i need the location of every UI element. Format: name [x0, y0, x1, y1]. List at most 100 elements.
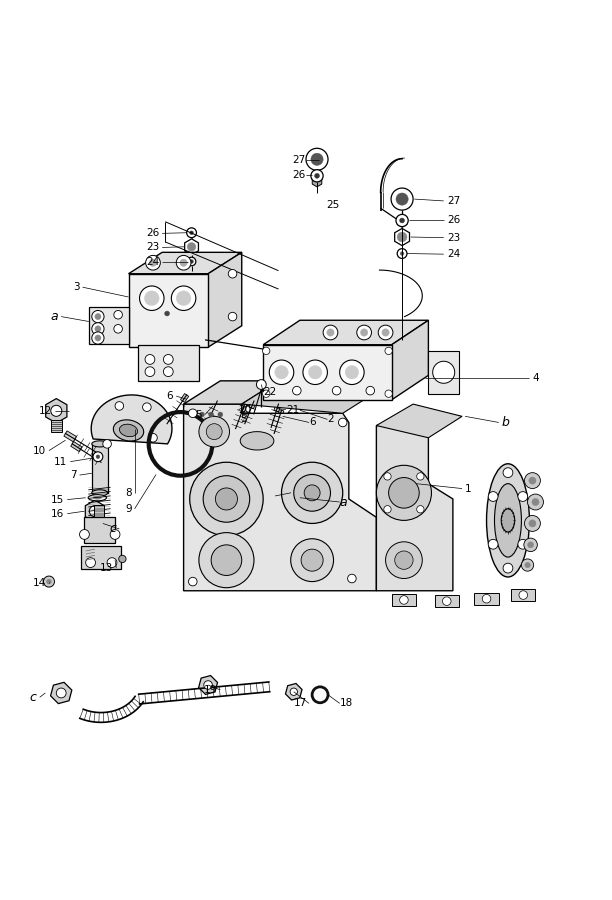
- Circle shape: [397, 248, 407, 258]
- Bar: [129, 274, 208, 347]
- Circle shape: [92, 323, 104, 335]
- Text: 5: 5: [195, 410, 202, 419]
- Bar: [81, 546, 121, 570]
- Circle shape: [204, 680, 212, 689]
- Text: 3: 3: [73, 283, 80, 293]
- Bar: [257, 385, 266, 389]
- Polygon shape: [312, 176, 322, 187]
- Circle shape: [524, 516, 540, 531]
- Circle shape: [323, 325, 338, 340]
- Ellipse shape: [501, 508, 515, 532]
- Circle shape: [348, 574, 356, 583]
- Ellipse shape: [240, 432, 274, 450]
- Bar: [51, 420, 62, 432]
- Circle shape: [385, 347, 392, 355]
- Circle shape: [89, 506, 100, 517]
- Text: 25: 25: [326, 200, 340, 211]
- Text: 6: 6: [309, 418, 316, 428]
- Ellipse shape: [487, 464, 529, 577]
- Circle shape: [86, 558, 95, 568]
- Circle shape: [190, 412, 195, 417]
- Circle shape: [115, 401, 124, 410]
- Polygon shape: [208, 252, 242, 347]
- Circle shape: [400, 596, 408, 604]
- Bar: [511, 589, 536, 601]
- Circle shape: [488, 491, 498, 501]
- Text: 21: 21: [286, 405, 299, 415]
- Circle shape: [417, 472, 424, 480]
- Circle shape: [306, 148, 328, 170]
- Polygon shape: [376, 426, 453, 590]
- Text: 15: 15: [51, 495, 64, 505]
- Circle shape: [282, 463, 343, 524]
- Text: 18: 18: [340, 698, 353, 708]
- Bar: [84, 518, 115, 543]
- Text: b: b: [502, 416, 510, 429]
- Circle shape: [187, 228, 196, 238]
- Bar: [92, 444, 108, 493]
- Polygon shape: [376, 404, 462, 437]
- Text: a: a: [51, 310, 58, 323]
- Circle shape: [269, 360, 294, 384]
- Ellipse shape: [93, 496, 102, 500]
- Circle shape: [532, 499, 539, 506]
- Circle shape: [187, 242, 196, 251]
- Circle shape: [110, 529, 120, 539]
- Text: 9: 9: [125, 504, 132, 514]
- Polygon shape: [395, 229, 409, 246]
- Bar: [138, 346, 199, 381]
- Circle shape: [171, 286, 196, 310]
- Circle shape: [145, 367, 155, 376]
- Text: a: a: [340, 496, 347, 508]
- Circle shape: [140, 286, 164, 310]
- Circle shape: [503, 563, 513, 573]
- Bar: [428, 351, 459, 393]
- Circle shape: [209, 412, 214, 417]
- Text: 8: 8: [125, 488, 132, 498]
- Polygon shape: [277, 410, 284, 418]
- Circle shape: [417, 506, 424, 513]
- Circle shape: [119, 555, 126, 562]
- Circle shape: [190, 231, 193, 235]
- Bar: [263, 345, 392, 400]
- Polygon shape: [129, 252, 242, 274]
- Circle shape: [200, 412, 204, 417]
- Circle shape: [396, 193, 408, 205]
- Polygon shape: [240, 403, 247, 412]
- Circle shape: [107, 558, 117, 568]
- Text: c: c: [110, 522, 116, 536]
- Text: 20: 20: [239, 405, 252, 415]
- Circle shape: [218, 412, 223, 417]
- Circle shape: [145, 355, 155, 365]
- Text: 27: 27: [447, 196, 460, 206]
- Circle shape: [395, 551, 413, 570]
- Circle shape: [114, 325, 122, 333]
- Polygon shape: [71, 442, 82, 452]
- Text: 26: 26: [447, 215, 460, 225]
- Circle shape: [228, 269, 237, 278]
- Circle shape: [263, 347, 270, 355]
- Circle shape: [47, 579, 51, 584]
- Circle shape: [43, 576, 54, 587]
- Circle shape: [397, 232, 407, 242]
- Polygon shape: [64, 431, 76, 442]
- Text: 5: 5: [241, 414, 247, 425]
- Circle shape: [311, 153, 323, 166]
- Bar: [392, 594, 416, 606]
- Text: 14: 14: [32, 578, 46, 588]
- Circle shape: [378, 325, 393, 340]
- Polygon shape: [184, 404, 376, 590]
- Circle shape: [384, 506, 391, 513]
- Ellipse shape: [119, 424, 138, 436]
- Circle shape: [149, 259, 157, 266]
- Text: 6: 6: [166, 392, 173, 401]
- Circle shape: [389, 478, 419, 508]
- Circle shape: [524, 562, 530, 568]
- Circle shape: [188, 409, 197, 418]
- Circle shape: [384, 472, 391, 480]
- Circle shape: [96, 454, 100, 459]
- Bar: [89, 308, 129, 344]
- Circle shape: [190, 463, 263, 536]
- Polygon shape: [85, 500, 105, 522]
- Circle shape: [503, 468, 513, 478]
